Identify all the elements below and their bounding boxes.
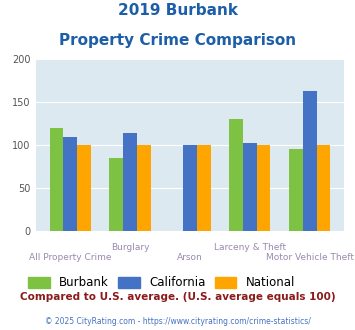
Text: Property Crime Comparison: Property Crime Comparison [59, 33, 296, 48]
Bar [123, 133, 137, 231]
Bar [243, 143, 257, 231]
Text: © 2025 CityRating.com - https://www.cityrating.com/crime-statistics/: © 2025 CityRating.com - https://www.city… [45, 317, 310, 326]
Text: All Property Crime: All Property Crime [29, 253, 111, 262]
Bar [137, 145, 151, 231]
Bar [183, 145, 197, 231]
Text: Motor Vehicle Theft: Motor Vehicle Theft [266, 253, 354, 262]
Bar [303, 91, 317, 231]
Legend: Burbank, California, National: Burbank, California, National [24, 272, 300, 294]
Text: Burglary: Burglary [111, 243, 149, 251]
Bar [317, 145, 330, 231]
Bar [257, 145, 271, 231]
Text: 2019 Burbank: 2019 Burbank [118, 3, 237, 18]
Bar [289, 149, 303, 231]
Text: Larceny & Theft: Larceny & Theft [214, 243, 286, 251]
Bar [50, 128, 63, 231]
Bar [229, 119, 243, 231]
Bar [197, 145, 211, 231]
Text: Arson: Arson [177, 253, 203, 262]
Bar [63, 137, 77, 231]
Bar [109, 158, 123, 231]
Bar [77, 145, 91, 231]
Text: Compared to U.S. average. (U.S. average equals 100): Compared to U.S. average. (U.S. average … [20, 292, 335, 302]
